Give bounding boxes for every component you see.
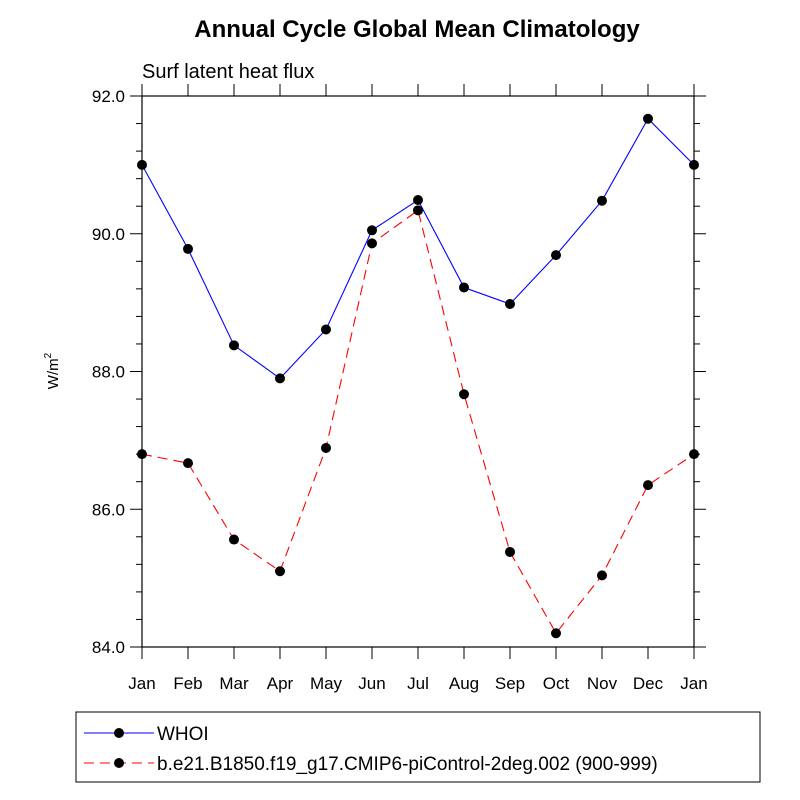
series-1-point — [183, 458, 193, 469]
x-tick-label: Nov — [587, 674, 618, 693]
series-1-point — [413, 205, 423, 216]
legend-label-1: b.e21.B1850.f19_g17.CMIP6-piControl-2deg… — [157, 754, 658, 775]
x-tick-label: Dec — [633, 674, 664, 693]
plot-frame — [141, 95, 695, 648]
y-tick-label: 84.0 — [92, 638, 125, 657]
series-1-point — [505, 546, 515, 557]
x-tick-label: Jan — [128, 674, 155, 693]
series-0-point — [643, 113, 653, 124]
legend-swatch-marker-1 — [114, 758, 124, 768]
series-1-point — [367, 238, 377, 249]
series-0-point — [597, 195, 607, 206]
y-tick-label: 92.0 — [92, 87, 125, 106]
axis-ticks: 84.0 86.0 88.0 90.0 92.0 Jan Feb Mar Apr May Jun Ju… — [92, 84, 708, 693]
series-1-point — [689, 449, 699, 460]
series-1-line — [141, 209, 695, 635]
series-0-point — [367, 225, 377, 236]
series-0-point — [137, 159, 147, 170]
x-tick-label: Aug — [449, 674, 479, 693]
y-tick-label: 90.0 — [92, 225, 125, 244]
legend: WHOI b.e21.B1850.f19_g17.CMIP6-piControl-… — [84, 724, 658, 775]
series-0-point — [413, 195, 423, 206]
x-tick-label: Apr — [267, 674, 294, 693]
series-0-point — [183, 243, 193, 254]
series-0-point — [275, 373, 285, 384]
series-1-point — [597, 570, 607, 581]
x-tick-label: Jun — [358, 674, 385, 693]
chart-subtitle: Surf latent heat flux — [142, 61, 314, 83]
series-1-point — [137, 449, 147, 460]
series-0-line — [141, 117, 695, 380]
series-1-point — [321, 442, 331, 453]
series-1-point — [643, 480, 653, 491]
y-tick-label: 86.0 — [92, 500, 125, 519]
series-0-point — [689, 159, 699, 170]
chart-title: Annual Cycle Global Mean Climatology — [194, 16, 640, 43]
legend-label-0: WHOI — [157, 724, 209, 745]
legend-swatch-marker-0 — [114, 728, 124, 738]
x-tick-label: Sep — [495, 674, 525, 693]
x-tick-label: Oct — [543, 674, 570, 693]
svg-text:W/m2: W/m2 — [43, 352, 62, 389]
series-1-point — [229, 534, 239, 545]
y-axis-label-superscript: 2 — [43, 352, 54, 358]
x-tick-label: May — [310, 674, 343, 693]
series-0-point — [505, 299, 515, 310]
series-1-point — [459, 389, 469, 400]
plot-series — [137, 113, 699, 639]
series-0-point — [551, 250, 561, 261]
series-0-point — [459, 282, 469, 293]
series-1-point — [551, 628, 561, 639]
y-axis-label: W/m2 — [43, 352, 62, 389]
series-0-point — [321, 324, 331, 335]
y-axis-label-text: W/m — [45, 358, 62, 389]
x-tick-label: Jul — [407, 674, 429, 693]
x-tick-label: Mar — [219, 674, 249, 693]
x-tick-label: Feb — [173, 674, 202, 693]
series-1-point — [275, 566, 285, 577]
x-tick-label: Jan — [680, 674, 707, 693]
series-0-point — [229, 340, 239, 351]
y-tick-label: 88.0 — [92, 363, 125, 382]
legend-box — [75, 711, 761, 783]
